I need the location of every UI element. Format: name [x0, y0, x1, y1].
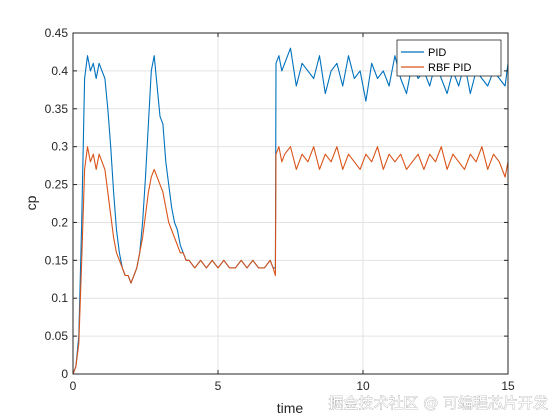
x-tick-label: 15 — [501, 379, 515, 393]
legend-label-pid: PID — [428, 47, 446, 59]
legend-label-rbf-pid: RBF PID — [428, 62, 471, 74]
x-axis-label: time — [277, 400, 304, 416]
y-tick-label: 0.4 — [51, 64, 68, 78]
axes-box — [72, 32, 509, 375]
plot-area — [73, 33, 508, 374]
y-axis-label: cp — [23, 195, 39, 210]
legend-box — [396, 39, 502, 77]
tick-labels: 0 5 10 15 0 0.05 0.1 0.15 0.2 0.25 0.3 0.35 0.4 0.45 — [45, 26, 515, 393]
y-tick-label: 0.35 — [45, 102, 69, 116]
legend: PID RBF PID — [396, 39, 502, 77]
y-tick-label: 0.05 — [45, 329, 69, 343]
ticks — [72, 32, 509, 375]
y-tick-label: 0.25 — [45, 178, 69, 192]
watermark-text: 掘金技术社区 @ 可编程芯片开发 — [328, 394, 548, 412]
y-tick-label: 0.45 — [45, 26, 69, 40]
y-tick-label: 0.15 — [45, 253, 69, 267]
y-tick-label: 0.3 — [51, 140, 68, 154]
x-tick-label: 5 — [215, 379, 222, 393]
series-line-rbf-pid — [72, 146, 509, 375]
y-tick-label: 0 — [61, 367, 68, 381]
y-tick-label: 0.2 — [51, 215, 68, 229]
y-tick-label: 0.1 — [51, 291, 68, 305]
x-tick-label: 0 — [70, 379, 77, 393]
x-tick-label: 10 — [356, 379, 370, 393]
